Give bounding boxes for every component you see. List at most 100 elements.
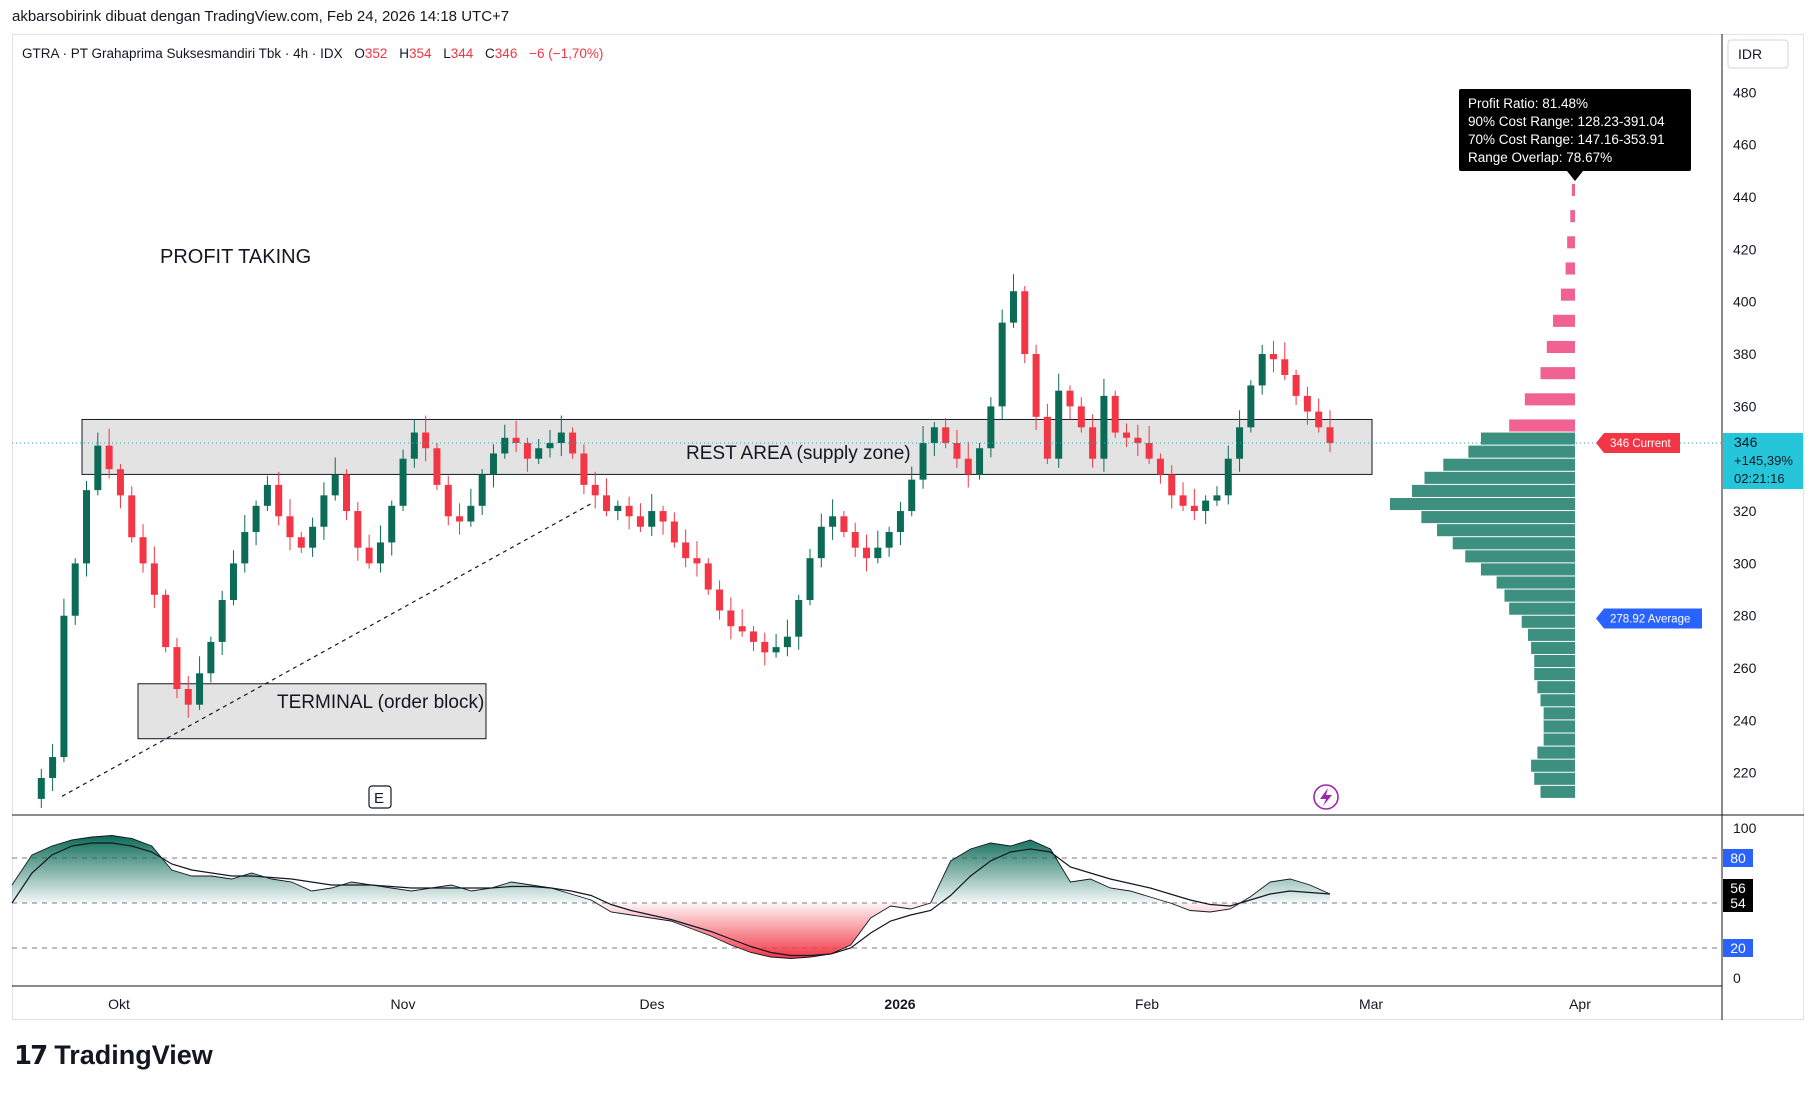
candle-body[interactable] (1021, 291, 1029, 355)
candle-body[interactable] (1145, 443, 1153, 459)
candle-body[interactable] (1247, 385, 1255, 428)
candle-body[interactable] (523, 443, 531, 459)
candle-body[interactable] (1156, 458, 1164, 475)
candle-body[interactable] (614, 505, 622, 512)
candle-body[interactable] (162, 594, 170, 648)
candle-body[interactable] (806, 558, 814, 601)
candle-body[interactable] (704, 563, 712, 590)
candle-body[interactable] (512, 437, 520, 444)
lightning-icon[interactable] (1313, 784, 1339, 810)
candle-body[interactable] (783, 636, 791, 648)
candle-body[interactable] (331, 474, 339, 496)
candle-body[interactable] (1303, 395, 1311, 412)
candle-body[interactable] (840, 516, 848, 532)
candle-body[interactable] (874, 547, 882, 559)
candle-body[interactable] (241, 531, 249, 564)
candle-body[interactable] (422, 432, 430, 449)
candle-body[interactable] (851, 531, 859, 548)
candle-body[interactable] (1269, 354, 1277, 360)
candle-body[interactable] (1055, 390, 1063, 459)
candle-body[interactable] (1236, 427, 1244, 459)
candle-body[interactable] (128, 495, 136, 538)
candle-body[interactable] (1077, 406, 1085, 428)
candle-body[interactable] (478, 474, 486, 506)
candle-body[interactable] (83, 490, 91, 564)
candle-body[interactable] (456, 516, 464, 522)
candle-body[interactable] (659, 511, 667, 522)
rest-area-label[interactable]: REST AREA (supply zone) (686, 443, 911, 464)
candle-body[interactable] (433, 448, 441, 485)
candle-body[interactable] (625, 505, 633, 517)
candle-body[interactable] (489, 453, 497, 475)
candle-body[interactable] (1281, 359, 1289, 375)
candle-body[interactable] (896, 511, 904, 532)
candle-body[interactable] (184, 689, 192, 705)
candle-body[interactable] (761, 641, 769, 653)
candle-body[interactable] (365, 547, 373, 564)
candle-body[interactable] (1100, 395, 1108, 459)
candle-body[interactable] (207, 641, 215, 674)
candle-body[interactable] (105, 445, 113, 470)
candle-body[interactable] (263, 484, 271, 506)
candle-body[interactable] (998, 322, 1006, 407)
candle-body[interactable] (885, 531, 893, 548)
candle-body[interactable] (976, 448, 984, 475)
candle-body[interactable] (388, 505, 396, 543)
symbol-legend[interactable]: GTRA · PT Grahaprima Suksesmandiri Tbk ·… (22, 46, 603, 61)
candle-body[interactable] (94, 445, 102, 491)
candle-body[interactable] (229, 563, 237, 601)
candle-body[interactable] (557, 432, 565, 444)
osc-fast-line[interactable] (11, 835, 1331, 959)
candle-body[interactable] (354, 511, 362, 548)
candle-body[interactable] (648, 511, 656, 527)
candle-body[interactable] (863, 547, 871, 559)
candle-body[interactable] (580, 453, 588, 485)
candle-body[interactable] (1190, 505, 1198, 512)
candle-body[interactable] (942, 427, 950, 444)
candle-body[interactable] (591, 484, 599, 496)
candle-body[interactable] (1315, 411, 1323, 428)
candle-body[interactable] (1179, 495, 1187, 506)
candle-body[interactable] (772, 647, 780, 653)
candle-body[interactable] (795, 600, 803, 637)
candle-body[interactable] (139, 537, 147, 564)
candle-body[interactable] (275, 484, 283, 517)
candle-body[interactable] (1123, 432, 1131, 438)
currency-button[interactable] (1727, 39, 1789, 69)
osc-slow-line[interactable] (11, 842, 1331, 957)
candle-body[interactable] (309, 526, 317, 548)
candle-body[interactable] (196, 673, 204, 705)
candle-body[interactable] (693, 558, 701, 564)
candle-body[interactable] (908, 479, 916, 512)
candle-body[interactable] (930, 427, 938, 444)
candle-body[interactable] (636, 516, 644, 527)
candle-body[interactable] (1168, 474, 1176, 496)
candle-body[interactable] (501, 437, 509, 454)
candle-body[interactable] (670, 521, 678, 543)
candle-body[interactable] (71, 563, 79, 616)
terminal-label[interactable]: TERMINAL (order block) (277, 692, 484, 713)
candle-body[interactable] (1066, 390, 1074, 407)
candle-body[interactable] (1326, 427, 1334, 444)
candle-body[interactable] (603, 495, 611, 512)
trendline[interactable] (61, 502, 593, 797)
candle-body[interactable] (252, 505, 260, 532)
candle-body[interactable] (116, 469, 124, 496)
candle-body[interactable] (60, 615, 68, 758)
candle-body[interactable] (286, 516, 294, 538)
candle-body[interactable] (919, 443, 927, 480)
candle-body[interactable] (399, 458, 407, 506)
candle-body[interactable] (535, 448, 543, 459)
candle-body[interactable] (1111, 395, 1119, 433)
candle-body[interactable] (727, 610, 735, 627)
candle-body[interactable] (817, 526, 825, 559)
candle-body[interactable] (444, 484, 452, 517)
candle-body[interactable] (829, 516, 837, 527)
candle-body[interactable] (738, 626, 746, 632)
candle-body[interactable] (1134, 437, 1142, 444)
candle-body[interactable] (297, 537, 305, 548)
candle-body[interactable] (218, 600, 226, 642)
candle-body[interactable] (173, 647, 181, 690)
candle-body[interactable] (150, 563, 158, 595)
